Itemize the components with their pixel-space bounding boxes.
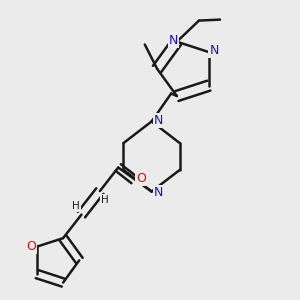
Text: H: H <box>72 201 80 211</box>
Text: N: N <box>209 44 219 57</box>
Text: N: N <box>154 186 164 199</box>
Text: O: O <box>26 240 36 253</box>
Text: H: H <box>100 195 108 205</box>
Text: O: O <box>136 172 146 185</box>
Text: N: N <box>169 34 178 47</box>
Text: N: N <box>154 114 164 127</box>
